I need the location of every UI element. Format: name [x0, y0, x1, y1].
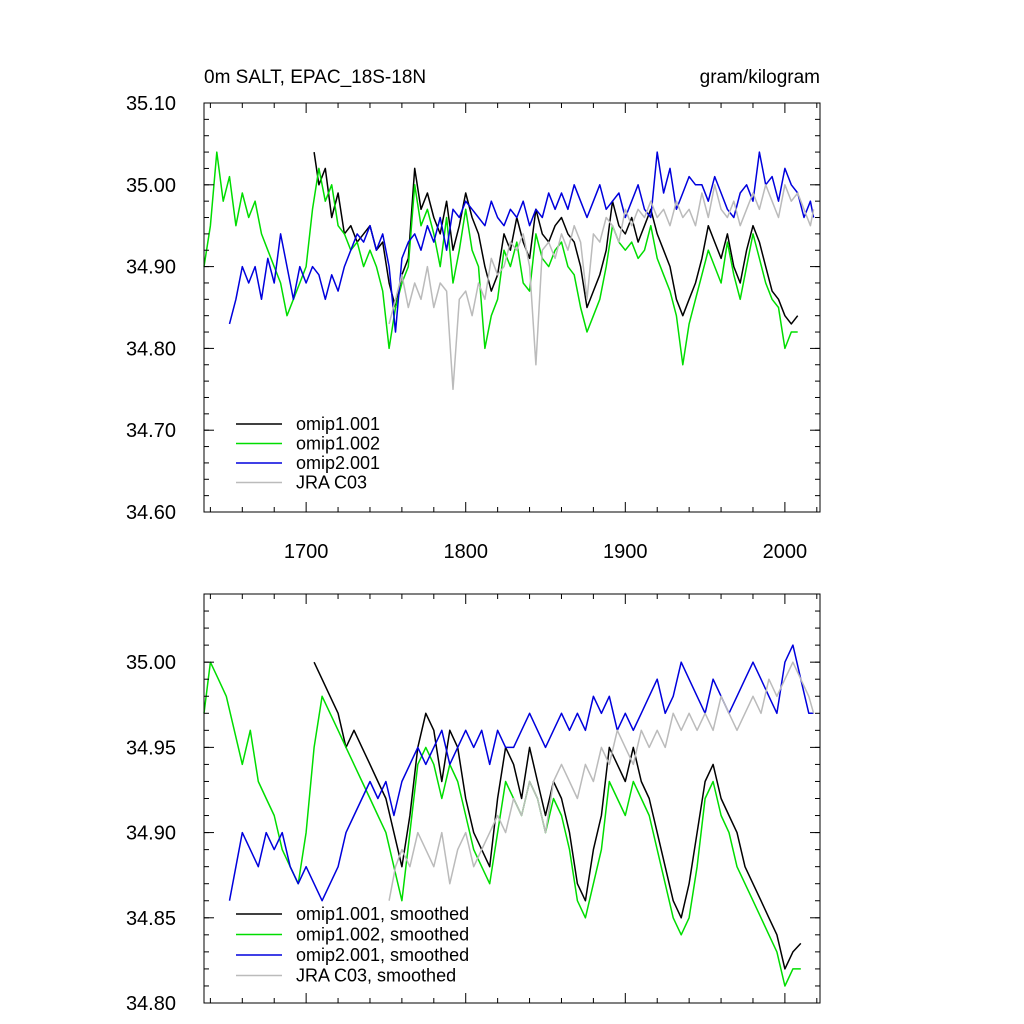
- bottom-ytick-label-1: 34.85: [126, 908, 176, 930]
- bottom-series-2-line: [228, 644, 814, 902]
- top-plot-frame: [203, 102, 821, 513]
- bottom-series-3-line: [388, 661, 815, 901]
- top-ytick-label-5: 35.10: [126, 93, 176, 115]
- bottom-plot-frame: [203, 593, 821, 1004]
- top-y-tick-labels: 34.60 34.70 34.80 34.90 35.00 35.10: [126, 93, 176, 524]
- bottom-series-lines: [203, 644, 815, 987]
- top-chart-units: gram/kilogram: [700, 67, 820, 88]
- top-ytick-label-0: 34.60: [126, 502, 176, 524]
- top-chart-title: 0m SALT, EPAC_18S-18N: [204, 67, 426, 88]
- bottom-ytick-label-2: 34.90: [126, 823, 176, 845]
- bottom-legend-label-2: omip2.001, smoothed: [296, 945, 469, 965]
- top-series-lines: [203, 151, 815, 391]
- bottom-legend-label-3: JRA C03, smoothed: [296, 966, 456, 986]
- top-legend-label-2: omip2.001: [296, 453, 380, 473]
- top-series-3-line: [388, 184, 815, 391]
- top-ytick-label-3: 34.90: [126, 257, 176, 279]
- top-xtick-label-2: 1900: [603, 541, 648, 563]
- top-panel: 0m SALT, EPAC_18S-18N gram/kilogram 34.6…: [126, 67, 821, 563]
- top-legend-label-0: omip1.001: [296, 414, 380, 434]
- bottom-series-0-line: [313, 661, 802, 970]
- bottom-legend-label-1: omip1.002, smoothed: [296, 925, 469, 945]
- top-x-tick-labels: 1700 1800 1900 2000: [284, 541, 807, 563]
- top-axis-ticks: [204, 102, 820, 513]
- top-xtick-label-3: 2000: [763, 541, 808, 563]
- top-xtick-label-0: 1700: [284, 541, 329, 563]
- top-ytick-label-1: 34.70: [126, 420, 176, 442]
- bottom-ytick-label-4: 35.00: [126, 652, 176, 674]
- top-series-0-line: [313, 151, 799, 325]
- top-xtick-label-1: 1800: [443, 541, 488, 563]
- top-ytick-label-4: 35.00: [126, 175, 176, 197]
- bottom-y-tick-labels: 34.80 34.85 34.90 34.95 35.00: [126, 652, 176, 1015]
- bottom-series-1-line: [203, 661, 801, 987]
- bottom-legend-label-0: omip1.001, smoothed: [296, 904, 469, 924]
- top-legend-label-3: JRA C03: [296, 473, 367, 493]
- bottom-panel: 34.80 34.85 34.90 34.95 35.00 omip1.001, smo…: [126, 593, 821, 1015]
- top-legend-label-1: omip1.002: [296, 434, 380, 454]
- bottom-axis-ticks: [204, 593, 820, 1004]
- bottom-ytick-label-3: 34.95: [126, 737, 176, 759]
- top-series-2-line: [228, 151, 815, 333]
- top-ytick-label-2: 34.80: [126, 338, 176, 360]
- bottom-ytick-label-0: 34.80: [126, 993, 176, 1015]
